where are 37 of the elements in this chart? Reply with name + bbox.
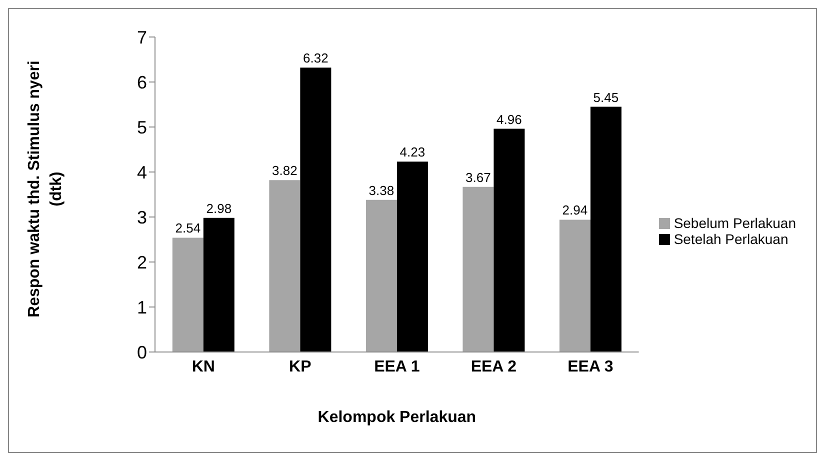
data-label: 4.96: [496, 112, 522, 127]
y-axis-title: Respon waktu thd. Stimulus nyeri (dtk): [25, 60, 66, 319]
data-label: 3.38: [368, 182, 394, 198]
data-label: 4.23: [400, 144, 426, 160]
bar: [396, 162, 428, 352]
bar: [300, 68, 332, 352]
y-tick-label: 6: [136, 72, 147, 92]
y-tick-label: 3: [136, 207, 147, 228]
legend-label: Setelah Perlakuan: [674, 230, 788, 246]
bar: [559, 220, 590, 352]
y-tick-label: 4: [136, 162, 147, 182]
x-axis-title: Kelompok Perlakuan: [318, 409, 476, 426]
x-tick-label: KN: [192, 358, 215, 376]
bar: [366, 200, 397, 352]
bar: [269, 180, 300, 352]
y-tick-label: 1: [136, 297, 147, 318]
x-tick-label: EEA 1: [374, 358, 420, 376]
bar: [462, 186, 494, 352]
data-label: 2.54: [175, 220, 201, 236]
x-tick-label: EEA 3: [568, 358, 614, 376]
x-tick-label: EEA 2: [470, 358, 517, 376]
bar: [590, 106, 622, 352]
bar: [172, 238, 204, 352]
bar: [203, 218, 234, 352]
data-label: 2.98: [206, 200, 232, 216]
bar: [494, 128, 525, 352]
data-label: 3.67: [466, 170, 491, 185]
y-tick-label: 2: [136, 252, 147, 272]
x-tick-label: KP: [289, 358, 312, 376]
y-tick-label: 7: [136, 27, 147, 48]
y-tick-label: 0: [136, 342, 147, 362]
y-tick-label: 5: [136, 117, 147, 138]
data-label: 2.94: [562, 202, 588, 218]
legend-label: Sebelum Perlakuan: [674, 214, 796, 230]
data-label: 5.45: [593, 90, 619, 105]
data-label: 6.32: [303, 50, 328, 66]
data-label: 3.82: [272, 163, 298, 178]
